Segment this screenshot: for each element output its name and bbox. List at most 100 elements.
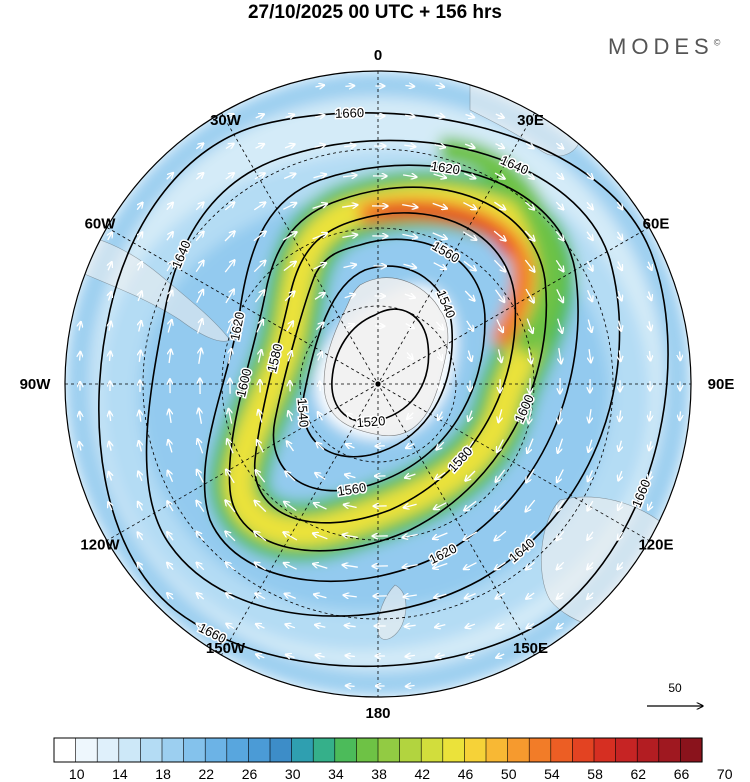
wind-vector [556,561,565,569]
wind-vector [197,439,204,454]
australia-land [541,496,691,632]
wind-vector [556,531,565,541]
wind-vector [524,259,534,272]
wind-vector [167,593,174,600]
wind-vector [588,470,593,481]
wind-vector [586,231,593,241]
wind-vector [195,202,204,211]
wind-vector [587,500,594,511]
longitude-label-0: 0 [374,47,382,64]
wind-vector [79,322,81,331]
wind-vector [435,625,446,628]
wind-vector [619,410,620,421]
wind-vector [287,441,295,452]
colorbar-swatch [53,737,77,763]
colorbar-swatch [593,737,617,763]
wind-vector [462,231,477,240]
wind-vector [556,623,565,629]
wind-vector [282,232,297,241]
wind-vector [493,230,506,241]
wind-vector [167,532,174,541]
wind-vector [256,624,265,628]
map-disc: 1520154015401560156015801580160016001620… [65,71,691,697]
wind-vector [402,205,418,208]
wind-vector [139,410,141,422]
wind-vector [315,473,326,480]
colorbar-swatch [442,737,465,763]
wind-vector [499,349,502,362]
wind-vector [109,472,112,481]
wind-vector [109,292,112,301]
wind-vector [525,143,534,148]
wind-vector [525,499,536,512]
wind-vector [138,471,142,482]
wind-vector [79,442,81,451]
wind-vector [494,172,505,179]
wind-vector [284,502,297,512]
wind-vector [284,594,296,599]
wind-vector [225,289,234,304]
wind-vector [229,348,232,364]
wind-vector [649,471,652,481]
colorbar-tick-30: 30 [285,766,301,782]
wind-vector [619,320,622,332]
longitude-label-120w: 120W [80,537,120,554]
wind-vector [404,294,415,298]
wind-vector [256,320,263,333]
longitude-label-90w: 90W [20,376,52,393]
wind-vector [313,533,328,540]
wind-vector [286,655,295,658]
colorbar-swatch [399,737,422,763]
contour-label-1520: 1520 [356,413,386,430]
contour-label-1620: 1620 [430,158,461,177]
wind-vector [254,531,267,542]
longitude-label-60e: 60E [643,216,670,233]
wind-vector [167,562,174,571]
longitude-label-30w: 30W [210,112,242,129]
wind-vector [283,563,297,570]
wind-vector [495,114,504,118]
wind-vector [649,291,652,301]
wind-vector [345,324,355,328]
wind-vector [166,261,173,272]
wind-vector [588,319,591,333]
wind-vector [253,260,265,273]
contour-1520 [331,308,430,423]
wind-vector [345,656,355,657]
wind-vector [109,441,111,451]
wind-vector [435,471,446,480]
wind-vector [312,233,328,240]
wind-vector [315,655,325,657]
wind-vector [344,625,356,626]
wind-vector [224,202,234,211]
wind-vector [436,441,445,450]
wind-vector [343,265,357,268]
colorbar-swatch [334,737,357,763]
wind-vector [434,145,446,148]
wind-vector [346,444,355,448]
copyright-mark: © [713,37,721,48]
wind-vector [556,592,565,599]
jet-core-red [379,204,514,258]
wind-vector [555,172,563,179]
wind-vector [344,145,356,146]
wind-vector [618,531,623,540]
wind-vector [649,321,651,330]
wind-vector [526,561,535,570]
contour-1560 [272,238,486,492]
colorbar-swatch [377,737,401,763]
wind-vector [618,501,622,511]
wind-vector [196,593,205,600]
wind-vector [403,504,417,507]
wind-vector [557,318,563,334]
wind-vector [344,294,356,297]
wind-vector [402,234,417,237]
wind-vector [432,202,448,208]
wind-vector [587,290,593,301]
wind-vector [109,321,111,331]
wind-vector [529,348,532,363]
colorbar-tick-18: 18 [155,766,171,782]
wind-vector [315,322,323,331]
wind-vector [466,320,474,331]
